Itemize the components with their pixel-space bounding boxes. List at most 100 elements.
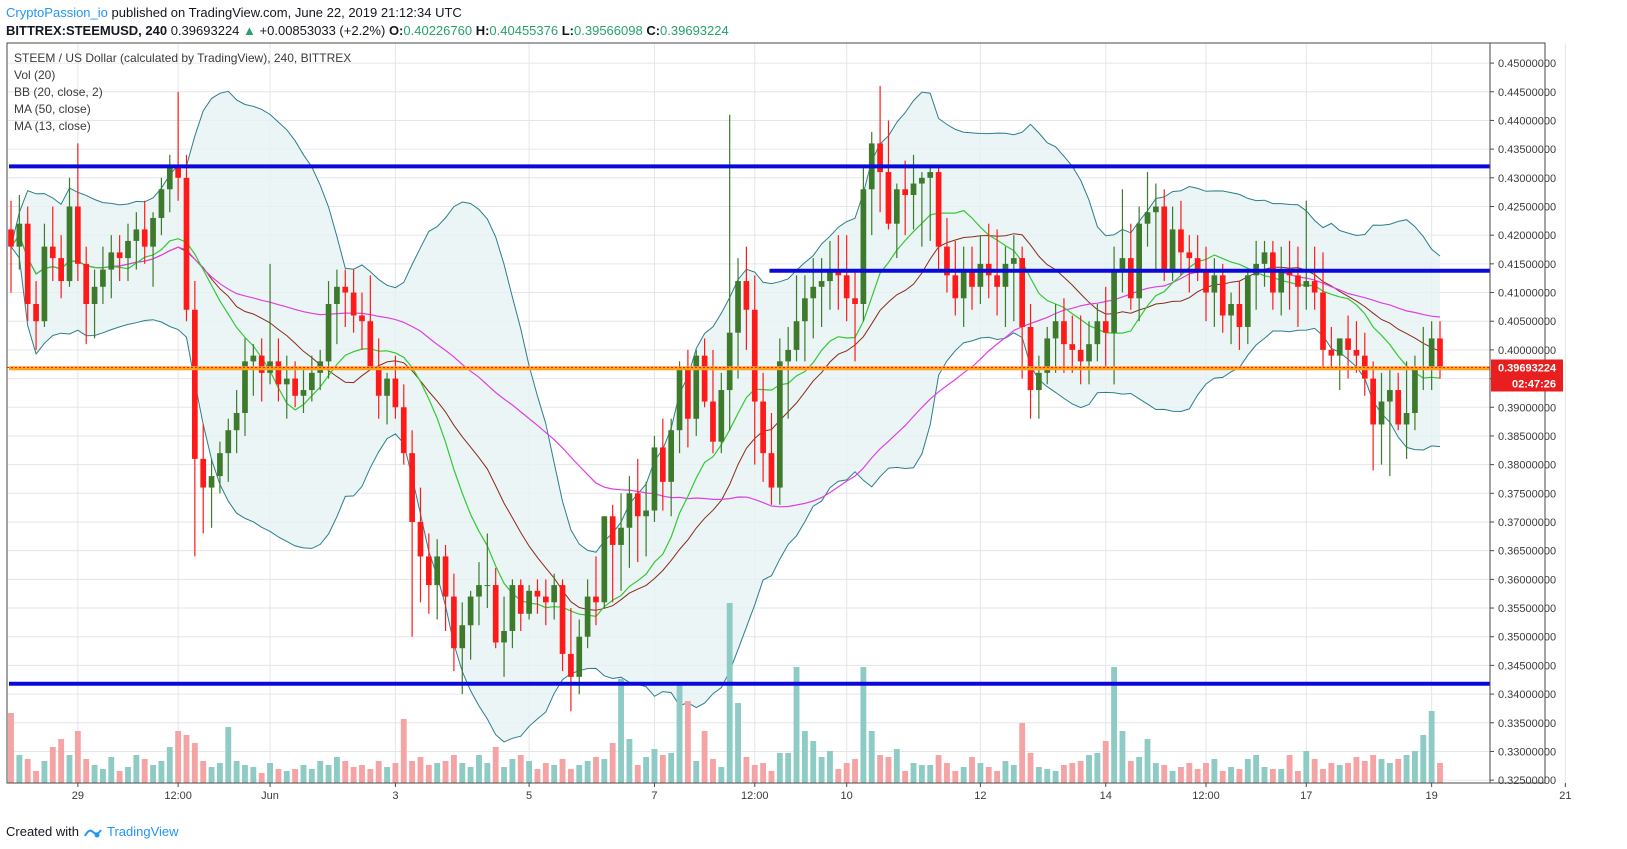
candle-body <box>1378 401 1385 425</box>
indicator-legend: STEEM / US Dollar (calculated by Trading… <box>14 51 351 133</box>
candle-body <box>1127 258 1134 299</box>
candle-body <box>66 206 73 282</box>
candle-body <box>108 252 115 270</box>
candle-body <box>400 407 407 454</box>
volume-bar <box>66 755 73 783</box>
volume-bar <box>969 757 975 783</box>
candle-body <box>517 585 524 614</box>
volume-bar <box>952 771 959 783</box>
candle-body <box>150 217 156 247</box>
candle-body <box>1387 390 1393 402</box>
volume-bar <box>918 765 925 783</box>
volume-bar <box>300 765 307 783</box>
volume-bar <box>1261 767 1268 783</box>
candle-body <box>158 189 165 218</box>
volume-bar <box>1127 761 1134 783</box>
change-arrow-icon: ▲ <box>243 23 256 38</box>
candle-body <box>893 189 900 224</box>
candle-body <box>100 269 106 287</box>
volume-bar <box>450 755 457 783</box>
volume-bar <box>1412 751 1418 783</box>
x-tick-label: 12:00 <box>164 790 192 802</box>
candle-body <box>626 493 633 528</box>
volume-bar <box>977 763 984 783</box>
candle-body <box>651 447 658 511</box>
candle-body <box>810 286 817 299</box>
candle-body <box>325 304 332 362</box>
volume-bar <box>868 731 875 783</box>
change-value: +0.00853033 (+2.2%) <box>259 23 386 38</box>
candle-body <box>793 321 800 350</box>
candle-body <box>375 367 382 396</box>
price-axis[interactable]: 0.45000000 0.44500000 0.44000000 0.43500000… <box>1489 43 1556 787</box>
y-tick-label: 0.39000000 <box>1498 402 1556 414</box>
x-tick-label: 12:00 <box>741 790 769 802</box>
candle-body <box>693 355 700 419</box>
candle-body <box>559 585 566 654</box>
volume-bar <box>1269 769 1276 783</box>
candle-body <box>200 458 207 488</box>
x-tick-label: 29 <box>72 790 84 802</box>
candle-body <box>710 401 716 442</box>
candle-body <box>1336 338 1343 356</box>
candle-body <box>659 447 666 482</box>
candle-body <box>233 413 240 431</box>
volume-bar <box>99 769 106 783</box>
last-price-tag: 0.39693224 02:47:26 <box>1491 359 1563 392</box>
volume-bar <box>818 757 825 783</box>
author-link[interactable]: CryptoPassion_io <box>6 5 108 20</box>
high-value: 0.40455376 <box>489 23 559 38</box>
ma13-line <box>10 209 1441 618</box>
candle-body <box>1194 258 1201 270</box>
low-value: 0.39566098 <box>574 23 643 38</box>
candle-body <box>33 304 39 322</box>
volume-bar <box>1035 767 1042 783</box>
candle-body <box>309 372 315 391</box>
y-tick-label: 0.44000000 <box>1498 115 1556 127</box>
candle-body <box>634 493 641 517</box>
volume-bar <box>1253 755 1260 783</box>
volume-bar <box>1161 765 1168 783</box>
volume-bar <box>584 761 591 783</box>
candle-body <box>133 229 140 241</box>
volume-bar <box>1169 771 1176 783</box>
candle-body <box>935 172 942 247</box>
volume-bar <box>292 769 299 783</box>
candle-body <box>568 653 574 677</box>
tradingview-brand[interactable]: TradingView <box>106 824 179 839</box>
published-text: published on TradingView.com, June 22, 2… <box>111 5 462 20</box>
volume-bar <box>684 701 691 783</box>
bb-upper-line <box>10 90 1441 553</box>
volume-bar <box>258 773 265 783</box>
candle-body <box>1061 321 1067 345</box>
volume-bar <box>384 767 390 783</box>
volume-bar <box>1178 767 1184 783</box>
candle-body <box>350 292 357 316</box>
volume-bar <box>1203 763 1209 783</box>
candle-body <box>166 166 173 190</box>
volume-bar <box>1102 741 1109 783</box>
candle-body <box>1353 349 1360 356</box>
candle-body <box>1102 321 1109 333</box>
volume-bar <box>567 769 574 783</box>
candle-body <box>1244 275 1251 327</box>
candle-body <box>601 516 608 603</box>
y-tick-label: 0.32500000 <box>1498 775 1556 787</box>
candle-body <box>1010 258 1017 264</box>
x-tick-label: Jun <box>261 790 279 802</box>
volume-bar <box>476 755 482 783</box>
volume-bar <box>1295 771 1301 783</box>
x-tick-label: 19 <box>1426 790 1438 802</box>
symbol-label: BITTREX:STEEMUSD, 240 <box>6 23 168 38</box>
candle-body <box>1328 349 1335 356</box>
publish-line: CryptoPassion_io published on TradingVie… <box>6 4 1606 22</box>
candle-body <box>818 281 825 287</box>
candle-body <box>944 246 950 276</box>
candle-body <box>760 401 766 454</box>
candle-body <box>960 269 967 299</box>
y-tick-label: 0.36500000 <box>1498 546 1556 558</box>
candle-body <box>451 596 457 649</box>
last-price-label: 0.39693224 <box>1498 362 1557 374</box>
